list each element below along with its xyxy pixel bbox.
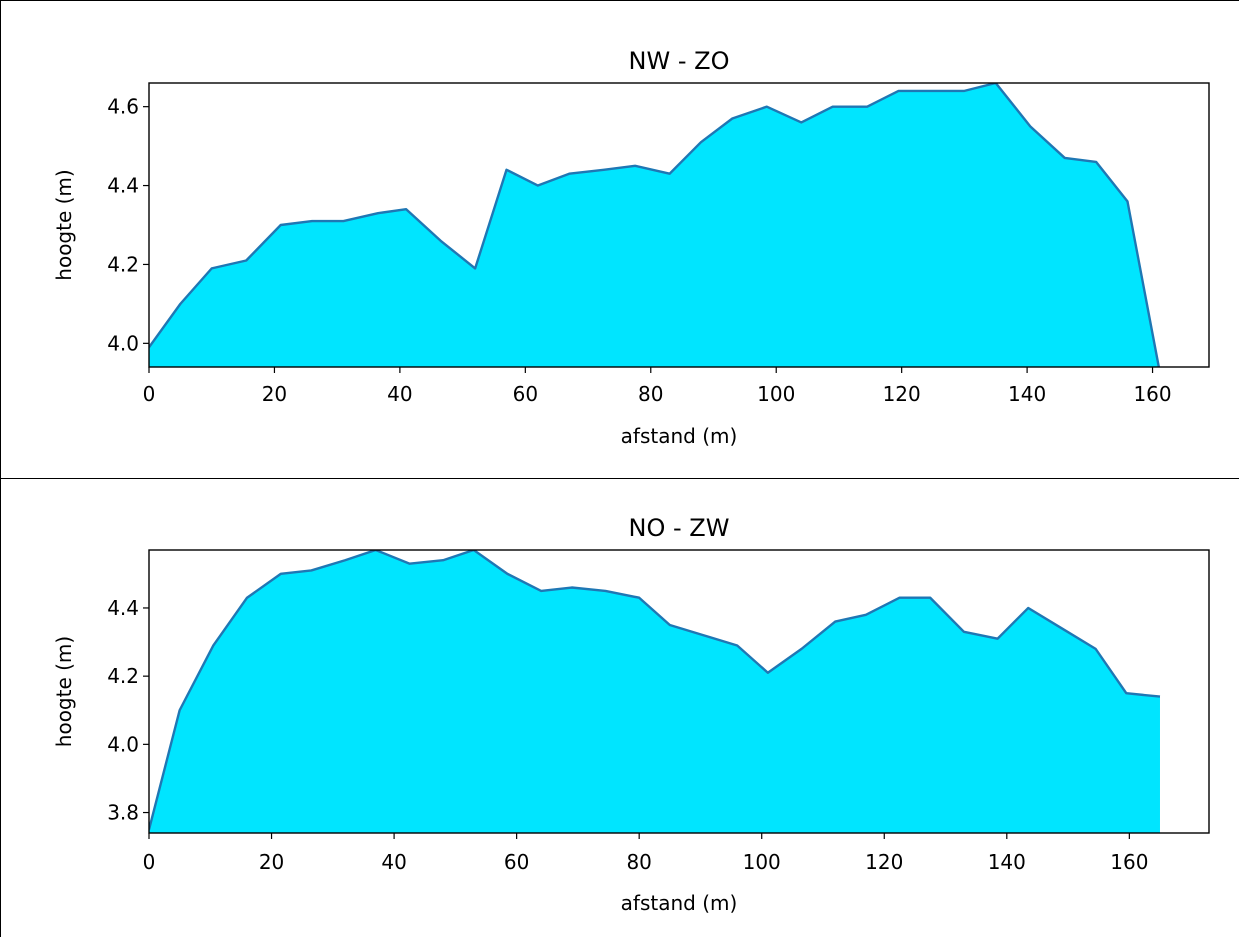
y-tick-label: 3.8 bbox=[107, 801, 139, 825]
x-tick-label: 20 bbox=[262, 382, 287, 406]
y-tick-label: 4.0 bbox=[107, 732, 139, 756]
chart-panel-no-zw: 0 20 40 60 80 100 120 140 160 3.8 4.0 4.2 4.4 NO - ZW… bbox=[0, 478, 1239, 937]
y-tick-label: 4.2 bbox=[107, 664, 139, 688]
x-tick-label: 120 bbox=[865, 850, 903, 874]
axes-frame bbox=[148, 549, 1210, 834]
chart-title: NW - ZO bbox=[629, 47, 730, 75]
y-tick-label: 4.4 bbox=[107, 596, 139, 620]
x-tick-label: 80 bbox=[638, 382, 663, 406]
y-axis-label: hoogte (m) bbox=[52, 169, 76, 280]
x-tick-label: 120 bbox=[883, 382, 921, 406]
chart-panel-nw-zo: 0 20 40 60 80 100 120 140 160 4.0 4.2 4.4 4.6 NW - ZO… bbox=[0, 0, 1239, 479]
series-line bbox=[149, 83, 1161, 367]
y-axis-label: hoogte (m) bbox=[52, 636, 76, 747]
x-tick-label: 80 bbox=[626, 850, 651, 874]
chart-title: NO - ZW bbox=[629, 514, 730, 542]
y-tick-label: 4.4 bbox=[107, 174, 139, 198]
x-tick-label: 160 bbox=[1133, 382, 1171, 406]
x-tick-label: 40 bbox=[387, 382, 412, 406]
x-tick-label: 160 bbox=[1110, 850, 1148, 874]
x-axis-label: afstand (m) bbox=[621, 891, 738, 915]
x-tick-label: 100 bbox=[743, 850, 781, 874]
x-tick-label: 40 bbox=[381, 850, 406, 874]
x-tick-label: 20 bbox=[259, 850, 284, 874]
y-tick-label: 4.6 bbox=[107, 95, 139, 119]
x-tick-label: 0 bbox=[143, 382, 156, 406]
x-tick-label: 140 bbox=[1008, 382, 1046, 406]
x-tick-label: 60 bbox=[513, 382, 538, 406]
x-tick-label: 0 bbox=[143, 850, 156, 874]
area-fill bbox=[149, 83, 1159, 367]
series-line bbox=[149, 550, 1161, 830]
y-tick-label: 4.2 bbox=[107, 252, 139, 276]
axes-frame bbox=[148, 82, 1210, 368]
x-tick-label: 100 bbox=[757, 382, 795, 406]
y-tick-label: 4.0 bbox=[107, 331, 139, 355]
area-fill bbox=[149, 550, 1160, 833]
chart-nw-zo: 0 20 40 60 80 100 120 140 160 4.0 4.2 4.4 4.6 NW - ZO… bbox=[52, 47, 1210, 448]
x-tick-label: 60 bbox=[504, 850, 529, 874]
chart-no-zw: 0 20 40 60 80 100 120 140 160 3.8 4.0 4.2 4.4 NO - ZW… bbox=[52, 514, 1210, 915]
x-axis-label: afstand (m) bbox=[621, 424, 738, 448]
x-tick-label: 140 bbox=[988, 850, 1026, 874]
